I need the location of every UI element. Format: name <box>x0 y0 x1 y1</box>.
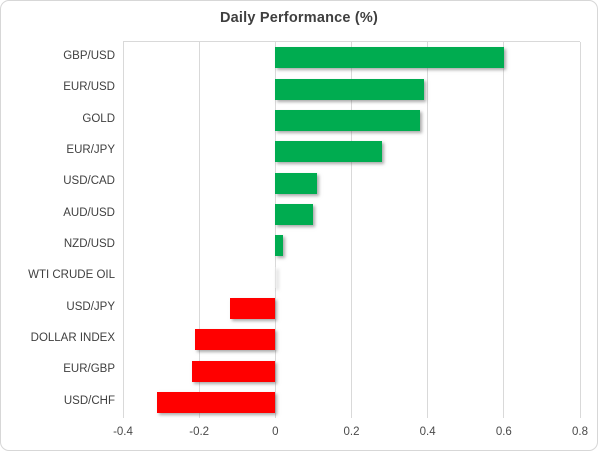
bar-dollar-index <box>195 329 276 351</box>
gridline <box>579 42 581 418</box>
x-tick-label: 0.2 <box>343 426 360 438</box>
gridline <box>198 42 200 418</box>
bar-eur-usd <box>275 78 424 100</box>
bar-gbp-usd <box>275 47 504 69</box>
category-label: DOLLAR INDEX <box>30 332 115 344</box>
gridline <box>122 42 124 418</box>
gridline <box>503 42 505 418</box>
category-label: USD/CAD <box>63 175 115 188</box>
bar-usd-cad <box>275 172 318 194</box>
gridline <box>351 42 352 418</box>
category-label: NZD/USD <box>63 238 115 250</box>
bar-eur-gbp <box>191 360 276 382</box>
x-tick-label: -0.4 <box>113 426 133 438</box>
bar-usd-jpy <box>229 297 276 319</box>
bar-wti-crude-oil <box>275 266 277 288</box>
x-tick-label: 0.4 <box>419 426 436 438</box>
x-tick-label: -0.2 <box>189 426 210 438</box>
category-label: GBP/USD <box>63 50 115 62</box>
plot-area <box>122 41 581 418</box>
x-tick-label: 0 <box>272 426 279 438</box>
bar-eur-jpy <box>275 141 382 163</box>
category-label: AUD/USD <box>63 206 115 219</box>
bar-usd-chf <box>157 391 276 413</box>
category-label: EUR/USD <box>63 81 115 94</box>
gridline <box>274 42 276 418</box>
category-label: EUR/GBP <box>63 363 115 376</box>
bar-gold <box>275 109 421 131</box>
category-label: USD/CHF <box>63 394 115 407</box>
category-label: GOLD <box>82 112 115 125</box>
x-tick-label: 0.8 <box>572 426 588 438</box>
category-label: USD/JPY <box>66 300 115 313</box>
bar-aud-usd <box>275 203 314 225</box>
chart-title: Daily Performance (%) <box>219 10 379 26</box>
bar-nzd-usd <box>275 235 283 257</box>
x-tick-label: 0.6 <box>495 426 512 438</box>
gridline <box>427 42 429 418</box>
category-label: WTI CRUDE OIL <box>28 269 115 282</box>
category-label: EUR/JPY <box>66 144 115 156</box>
